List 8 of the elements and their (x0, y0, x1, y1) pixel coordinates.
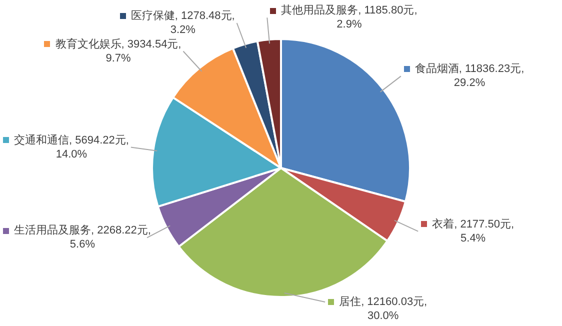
legend-label: 食品烟酒, 11836.23元, 29.2% (414, 62, 524, 90)
legend-label: 居住, 12160.03元, 30.0% (339, 296, 428, 322)
legend-label: 交通和通信, 5694.22元, 14.0% (14, 133, 129, 160)
legend-label: 其他用品及服务, 1185.80元, 2.9% (281, 4, 418, 31)
legend-label: 衣着, 2177.50元, 5.4% (432, 217, 514, 244)
legend-label: 医疗保健, 1278.48元, 3.2% (130, 9, 235, 36)
legend-label: 教育文化娱乐, 3934.54元, 9.7% (55, 37, 182, 64)
legend-label: 生活用品及服务, 2268.22元, 5.6% (14, 224, 151, 251)
